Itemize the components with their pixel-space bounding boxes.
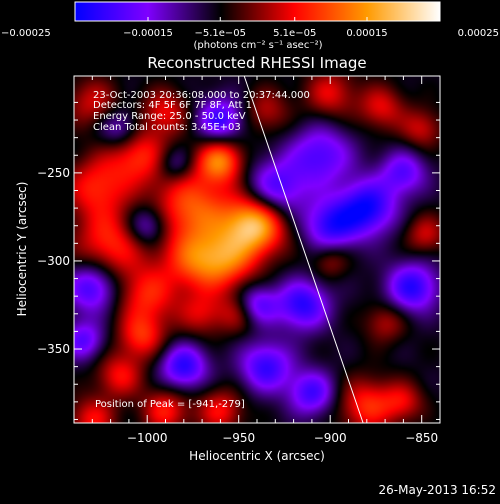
chart-title: Reconstructed RHESSI Image bbox=[147, 54, 366, 72]
colorbar-bar bbox=[74, 1, 441, 22]
colorbar-tick-label: 5.1e−05 bbox=[273, 28, 316, 39]
x-tick-label: −900 bbox=[314, 431, 347, 445]
colorbar-tick-label: −5.1e−05 bbox=[194, 28, 246, 39]
annotation-time-range: 23-Oct-2003 20:36:08.000 to 20:37:44.000 bbox=[93, 90, 310, 101]
y-tick-label: −350 bbox=[37, 342, 70, 356]
colorbar-tick-label: 0.00025 bbox=[458, 28, 499, 39]
x-ticks: −1000 −950 −900 −850 bbox=[73, 76, 441, 445]
colorbar-tick-label: 0.00015 bbox=[346, 28, 387, 39]
annotation-detectors: Detectors: 4F 5F 6F 7F 8F, Att 1 bbox=[93, 100, 252, 111]
y-ticks: −250 −300 −350 bbox=[37, 101, 440, 420]
colorbar: −0.00025 −0.00015 −5.1e−05 5.1e−05 0.00015 0.… bbox=[1, 1, 499, 51]
footer-date: 26-May-2013 16:52 bbox=[379, 483, 496, 497]
plot-area: −1000 −950 −900 −850 −250 −300 −350 bbox=[37, 75, 441, 445]
x-tick-label: −1000 bbox=[127, 431, 168, 445]
x-tick-label: −850 bbox=[405, 431, 438, 445]
annotation-clean: Clean Total counts: 3.45E+03 bbox=[93, 122, 241, 133]
annotation-peak-position: Position of Peak = [-941,-279] bbox=[95, 399, 245, 410]
x-tick-label: −950 bbox=[222, 431, 255, 445]
y-axis-label: Heliocentric Y (arcsec) bbox=[15, 182, 29, 317]
x-axis-label: Heliocentric X (arcsec) bbox=[189, 449, 325, 463]
colorbar-tick-label: −0.00015 bbox=[123, 28, 173, 39]
y-tick-label: −300 bbox=[37, 254, 70, 268]
annotations: 23-Oct-2003 20:36:08.000 to 20:37:44.000… bbox=[93, 90, 310, 410]
heatmap-image bbox=[74, 76, 440, 423]
colorbar-ticks: −0.00025 −0.00015 −5.1e−05 5.1e−05 0.00015 0.… bbox=[1, 17, 499, 39]
annotation-energy-range: Energy Range: 25.0 - 50.0 keV bbox=[93, 111, 246, 122]
colorbar-tick-label: −0.00025 bbox=[1, 28, 51, 39]
solar-limb-line bbox=[243, 76, 364, 423]
y-tick-label: −250 bbox=[37, 166, 70, 180]
colorbar-unit-label: (photons cm⁻² s⁻¹ asec⁻²) bbox=[193, 40, 322, 51]
